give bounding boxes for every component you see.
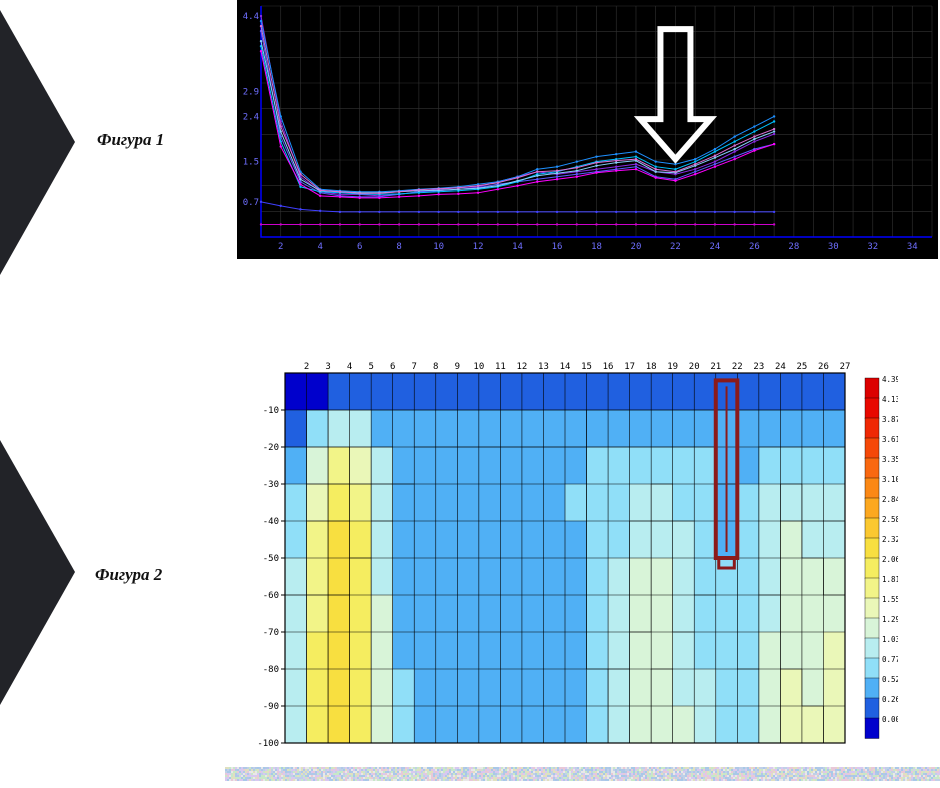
svg-text:4: 4: [347, 362, 352, 372]
page: Фигура 1 Фигура 2 0.71.52.42.94.42468101…: [0, 0, 940, 788]
svg-text:3: 3: [325, 362, 330, 372]
svg-text:20: 20: [631, 242, 642, 252]
noise-strip: [225, 767, 940, 781]
svg-text:2.58: 2.58: [882, 515, 898, 524]
svg-text:8: 8: [433, 362, 438, 372]
svg-text:3.35: 3.35: [882, 455, 898, 464]
svg-text:4.4: 4.4: [243, 12, 259, 22]
svg-text:12: 12: [517, 362, 528, 372]
svg-text:3.10: 3.10: [882, 475, 898, 484]
svg-text:-10: -10: [263, 406, 279, 416]
svg-text:3.87: 3.87: [882, 415, 898, 424]
svg-text:-50: -50: [263, 554, 279, 564]
svg-text:30: 30: [828, 242, 839, 252]
svg-text:19: 19: [667, 362, 678, 372]
svg-text:3.61: 3.61: [882, 435, 898, 444]
svg-text:2.06: 2.06: [882, 555, 898, 564]
svg-text:1.55: 1.55: [882, 595, 898, 604]
svg-text:6: 6: [390, 362, 395, 372]
svg-text:26: 26: [818, 362, 829, 372]
svg-text:1.29: 1.29: [882, 615, 898, 624]
svg-text:16: 16: [552, 242, 563, 252]
svg-text:18: 18: [591, 242, 602, 252]
svg-text:13: 13: [538, 362, 549, 372]
svg-text:23: 23: [753, 362, 764, 372]
svg-text:0.26: 0.26: [882, 695, 898, 704]
svg-text:11: 11: [495, 362, 506, 372]
svg-text:-20: -20: [263, 443, 279, 453]
svg-text:9: 9: [455, 362, 460, 372]
svg-text:5: 5: [368, 362, 373, 372]
svg-text:4.39: 4.39: [882, 375, 898, 384]
svg-text:1.81: 1.81: [882, 575, 898, 584]
svg-text:0.52: 0.52: [882, 675, 898, 684]
svg-text:17: 17: [624, 362, 635, 372]
svg-text:28: 28: [788, 242, 799, 252]
svg-text:2.4: 2.4: [243, 112, 259, 122]
svg-text:21: 21: [710, 362, 721, 372]
svg-text:24: 24: [709, 242, 720, 252]
svg-text:22: 22: [732, 362, 743, 372]
svg-text:15: 15: [581, 362, 592, 372]
line-chart: 0.71.52.42.94.42468101214161820222426283…: [237, 0, 938, 259]
svg-text:7: 7: [412, 362, 417, 372]
svg-text:22: 22: [670, 242, 681, 252]
svg-text:2.32: 2.32: [882, 535, 898, 544]
svg-text:34: 34: [907, 242, 918, 252]
svg-text:10: 10: [433, 242, 444, 252]
svg-text:0.00: 0.00: [882, 715, 898, 724]
svg-text:26: 26: [749, 242, 760, 252]
svg-text:-100: -100: [257, 739, 279, 749]
svg-text:2.9: 2.9: [243, 87, 259, 97]
svg-text:2: 2: [278, 242, 283, 252]
svg-text:14: 14: [512, 242, 523, 252]
svg-text:6: 6: [357, 242, 362, 252]
svg-text:0.77: 0.77: [882, 655, 898, 664]
svg-text:25: 25: [797, 362, 808, 372]
svg-text:12: 12: [473, 242, 484, 252]
svg-text:4.13: 4.13: [882, 395, 898, 404]
svg-text:18: 18: [646, 362, 657, 372]
svg-text:1.03: 1.03: [882, 635, 898, 644]
svg-text:24: 24: [775, 362, 786, 372]
heatmap-chart: 2345678910111213141516171819202122232425…: [253, 358, 898, 763]
svg-text:2.84: 2.84: [882, 495, 898, 504]
svg-text:-30: -30: [263, 480, 279, 490]
svg-text:2: 2: [304, 362, 309, 372]
svg-text:-90: -90: [263, 702, 279, 712]
svg-text:14: 14: [560, 362, 571, 372]
figure1-label: Фигура 1: [97, 130, 164, 150]
figure2-label: Фигура 2: [95, 565, 162, 585]
svg-text:-60: -60: [263, 591, 279, 601]
svg-text:10: 10: [473, 362, 484, 372]
svg-text:-70: -70: [263, 628, 279, 638]
svg-text:-80: -80: [263, 665, 279, 675]
side-triangle-2: [0, 440, 75, 705]
svg-text:4: 4: [317, 242, 322, 252]
svg-text:27: 27: [840, 362, 851, 372]
svg-text:8: 8: [396, 242, 401, 252]
svg-text:-40: -40: [263, 517, 279, 527]
svg-text:16: 16: [603, 362, 614, 372]
side-triangle-1: [0, 10, 75, 275]
svg-text:1.5: 1.5: [243, 158, 259, 168]
svg-text:20: 20: [689, 362, 700, 372]
svg-text:32: 32: [867, 242, 878, 252]
svg-text:0.7: 0.7: [243, 198, 259, 208]
